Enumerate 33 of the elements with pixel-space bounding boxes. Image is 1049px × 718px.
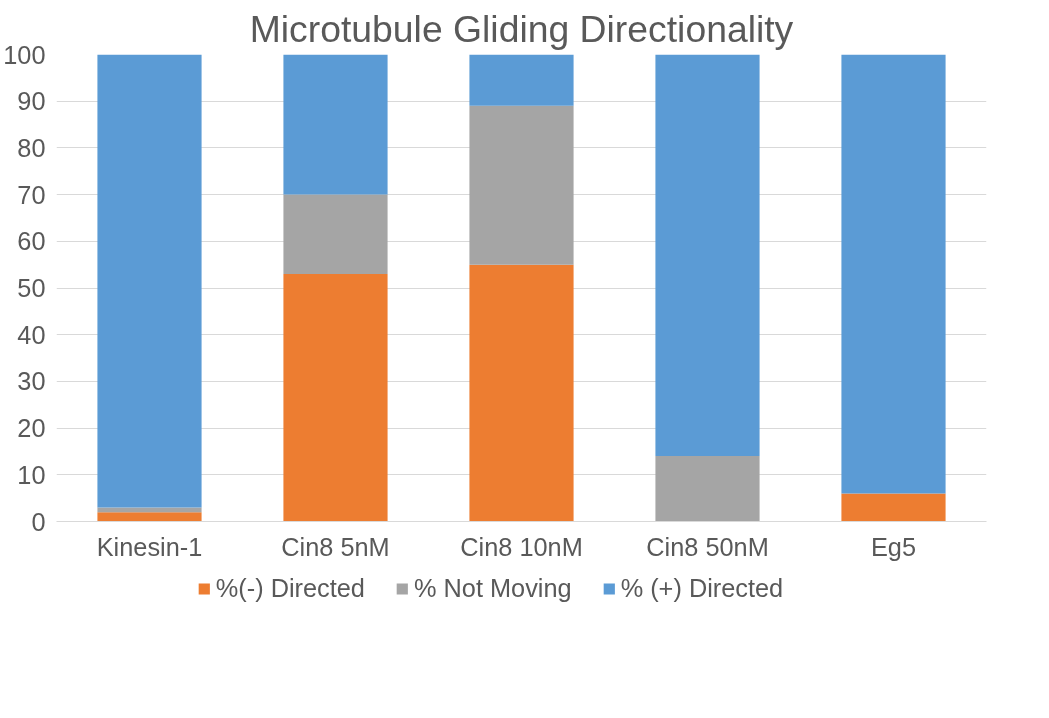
- bar: [841, 493, 946, 522]
- y-tick-label: 90: [17, 87, 46, 116]
- bar: [97, 54, 202, 508]
- y-tick-label: 70: [17, 180, 46, 209]
- legend-label: % Not Moving: [413, 573, 572, 603]
- y-tick-label: 80: [17, 133, 46, 162]
- bar: [469, 105, 574, 265]
- y-tick-label: 0: [31, 507, 46, 536]
- y-tick-label: 50: [17, 274, 46, 302]
- y-tick-label: 10: [17, 460, 46, 489]
- bar: [469, 264, 574, 522]
- bar: [469, 54, 574, 106]
- x-tick-label: Cin8 10nM: [460, 532, 583, 561]
- x-tick-label: Kinesin-1: [96, 532, 203, 561]
- bar: [283, 54, 388, 195]
- x-tick-label: Eg5: [870, 532, 917, 561]
- bar: [283, 273, 388, 522]
- y-tick-label: 40: [17, 320, 46, 349]
- bar: [97, 507, 202, 513]
- bar: [655, 54, 760, 457]
- bar: [97, 512, 202, 522]
- y-tick-label: 60: [17, 227, 46, 256]
- bar: [655, 456, 760, 522]
- x-tick-label: Cin8 50nM: [646, 532, 769, 561]
- y-tick-label: 100: [3, 40, 46, 69]
- y-tick-label: 30: [17, 367, 46, 396]
- bar: [841, 54, 946, 494]
- legend-label: % (+) Directed: [620, 573, 784, 603]
- bar: [283, 194, 388, 274]
- chart-title: Microtubule Gliding Directionality: [249, 7, 794, 50]
- y-tick-label: 20: [17, 414, 46, 443]
- legend-label: %(-) Directed: [215, 573, 365, 603]
- x-tick-label: Cin8 5nM: [281, 532, 390, 561]
